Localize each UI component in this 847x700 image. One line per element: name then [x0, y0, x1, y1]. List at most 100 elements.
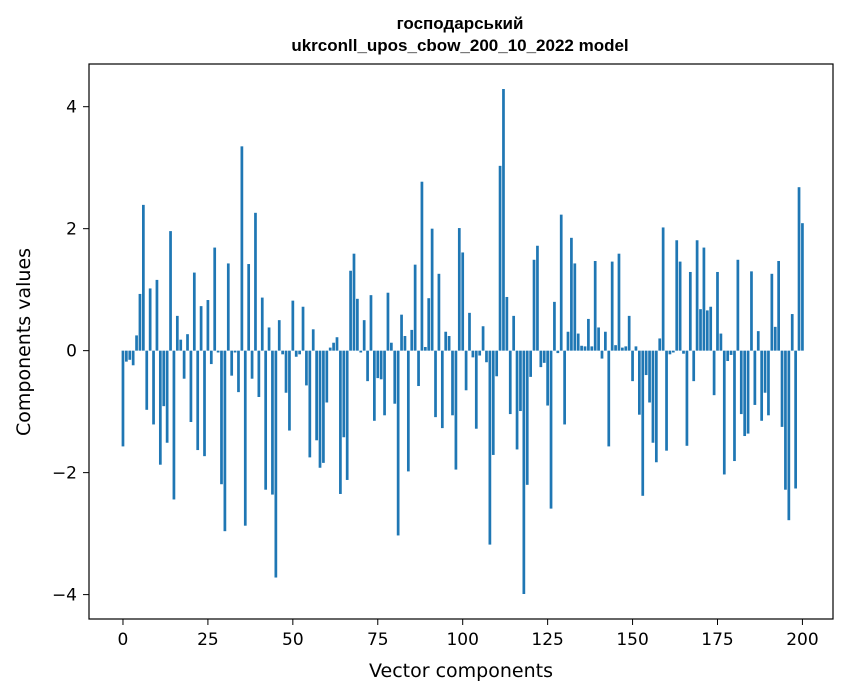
bar-component-59 [322, 350, 325, 463]
y-tick-label: −2 [52, 464, 77, 484]
x-tick-label: 25 [197, 630, 219, 650]
bar-component-71 [362, 320, 366, 351]
x-tick-label: 175 [701, 630, 733, 650]
bar-component-115 [512, 315, 516, 351]
bar-component-90 [427, 298, 431, 351]
bar-component-137 [587, 318, 590, 351]
bar-component-38 [250, 350, 254, 379]
y-tick-label: 2 [66, 220, 77, 240]
bar-component-16 [175, 315, 179, 351]
bar-component-154 [644, 350, 648, 376]
bar-component-144 [610, 261, 614, 351]
bar-component-104 [474, 350, 478, 429]
bar-component-167 [688, 271, 692, 351]
bar-component-163 [675, 240, 679, 351]
bar-component-177 [722, 350, 726, 475]
x-tick-label: 150 [616, 630, 648, 650]
bar-component-159 [661, 227, 665, 351]
x-tick-label: 75 [367, 630, 389, 650]
bar-component-37 [247, 264, 251, 351]
bar-component-55 [308, 350, 312, 458]
x-tick-label: 200 [786, 630, 818, 650]
x-tick-label: 125 [531, 630, 563, 650]
bar-component-44 [271, 350, 274, 495]
bar-component-140 [597, 327, 600, 351]
bar-component-12 [162, 350, 166, 407]
bar-component-200 [801, 223, 804, 351]
bar-component-7 [145, 350, 149, 410]
bar-component-139 [593, 260, 597, 351]
bar-component-162 [671, 350, 675, 353]
bar-component-79 [390, 342, 393, 351]
bar-component-198 [794, 350, 797, 489]
bar-component-9 [152, 350, 155, 425]
bar-component-30 [223, 350, 227, 532]
bar-component-88 [420, 181, 424, 351]
x-axis-label: Vector components [369, 660, 553, 682]
bar-component-178 [726, 350, 730, 362]
bar-component-183 [743, 350, 747, 437]
bar-component-148 [624, 346, 628, 351]
bar-component-95 [444, 331, 448, 351]
bar-component-195 [784, 350, 787, 490]
bar-component-31 [226, 263, 230, 351]
bar-component-186 [753, 350, 757, 405]
bar-component-116 [515, 350, 519, 450]
bar-component-196 [787, 350, 791, 521]
y-tick-label: 4 [66, 98, 77, 118]
bar-component-136 [583, 346, 587, 351]
bar-component-54 [305, 350, 308, 386]
bar-component-111 [498, 165, 502, 351]
bar-component-23 [199, 306, 203, 351]
x-axis-ticks: 0 25 50 75 100 125 150 175 200 [118, 619, 819, 650]
bar-component-153 [641, 350, 645, 496]
bar-component-133 [573, 263, 577, 351]
bar-component-96 [447, 336, 451, 351]
bar-component-152 [638, 350, 641, 415]
bar-component-121 [532, 259, 536, 351]
bar-component-87 [417, 350, 420, 387]
bar-component-83 [403, 336, 407, 351]
bar-component-45 [274, 350, 278, 578]
bar-component-145 [614, 345, 617, 351]
bar-component-3 [131, 350, 135, 366]
bar-component-114 [508, 350, 512, 415]
bar-component-92 [434, 350, 437, 418]
bar-component-187 [756, 331, 760, 351]
bar-component-113 [505, 296, 509, 351]
bar-component-192 [773, 326, 777, 351]
bar-component-120 [529, 350, 532, 377]
bar-component-108 [488, 350, 492, 545]
bar-component-99 [457, 228, 461, 351]
bar-component-77 [383, 350, 386, 416]
plot-frame [88, 63, 834, 620]
bar-component-168 [692, 350, 696, 382]
bar-component-78 [386, 292, 390, 351]
bar-component-123 [539, 350, 543, 368]
bar-component-2 [128, 350, 132, 360]
chart-title-line2: ukrconll_upos_cbow_200_10_2022 model [291, 36, 628, 55]
bar-component-122 [536, 245, 539, 351]
bar-component-74 [373, 350, 376, 421]
bar-component-102 [468, 312, 471, 351]
bar-component-43 [267, 327, 271, 351]
bar-component-29 [220, 350, 223, 485]
bar-component-173 [709, 306, 713, 351]
bar-component-89 [423, 346, 427, 351]
bar-component-1 [125, 350, 128, 362]
bar-component-49 [288, 350, 291, 431]
bar-component-46 [277, 320, 281, 351]
bar-component-81 [396, 350, 400, 536]
bar-component-75 [376, 350, 380, 379]
bar-component-53 [301, 306, 305, 351]
bar-component-34 [237, 350, 240, 393]
bar-component-109 [491, 350, 495, 455]
bar-component-51 [294, 350, 298, 357]
bar-component-189 [763, 350, 767, 393]
bar-component-5 [138, 293, 142, 351]
bar-component-125 [546, 350, 549, 406]
bar-component-24 [203, 350, 206, 457]
bar-component-107 [485, 350, 488, 363]
